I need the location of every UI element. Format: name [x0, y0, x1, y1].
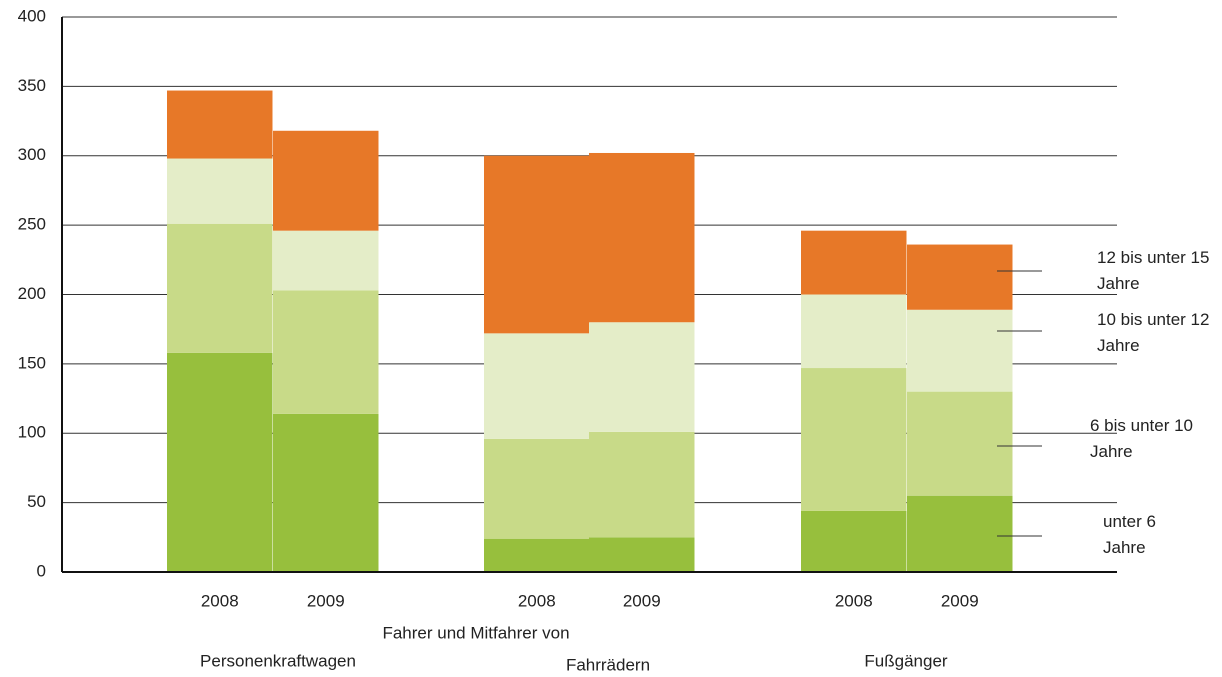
bar-segment	[907, 309, 1013, 392]
bar-segment	[167, 90, 273, 159]
bar-segment	[589, 431, 695, 538]
group-header: Fahrer und Mitfahrer von	[382, 623, 569, 642]
legend-label: unter 6 Jahre	[1103, 512, 1156, 557]
legend-label: 6 bis unter 10 Jahre	[1090, 416, 1194, 461]
x-tick-label: 2009	[307, 591, 345, 610]
bar-segment	[801, 368, 907, 511]
y-tick-label: 150	[18, 353, 46, 372]
y-tick-label: 100	[18, 423, 46, 442]
bar-segment	[907, 495, 1013, 572]
bar-segment	[273, 230, 379, 291]
y-tick-label: 50	[27, 492, 46, 511]
y-tick-label: 400	[18, 6, 46, 25]
bar-segment	[484, 538, 590, 572]
group-label: Fahrrädern	[566, 655, 650, 674]
bar-segment	[589, 537, 695, 572]
bar-segment	[907, 391, 1013, 496]
y-tick-label: 350	[18, 76, 46, 95]
y-tick-label: 300	[18, 145, 46, 164]
x-tick-label: 2009	[623, 591, 661, 610]
bar-segment	[589, 152, 695, 323]
x-tick-label: 2008	[518, 591, 556, 610]
bar-segment	[484, 333, 590, 439]
bar-segment	[167, 158, 273, 224]
bar-segment	[273, 413, 379, 572]
y-tick-label: 200	[18, 284, 46, 303]
bar-segment	[484, 155, 590, 334]
legend-label: 10 bis unter 12 Jahre	[1097, 310, 1210, 355]
x-tick-label: 2008	[835, 591, 873, 610]
group-label: Fußgänger	[864, 651, 947, 670]
bar-segment	[167, 352, 273, 572]
bar-segment	[589, 322, 695, 432]
bar-segment	[801, 294, 907, 369]
bar-segment	[801, 230, 907, 295]
x-tick-label: 2008	[201, 591, 239, 610]
bar-segment	[273, 290, 379, 414]
x-tick-label: 2009	[941, 591, 979, 610]
legend-label: 12 bis unter 15 Jahre	[1097, 248, 1210, 293]
bar-segment	[801, 510, 907, 572]
y-tick-label: 250	[18, 215, 46, 234]
bar-segment	[907, 244, 1013, 310]
bar-segment	[484, 438, 590, 539]
group-label: Personenkraftwagen	[200, 651, 356, 670]
y-tick-label: 0	[37, 561, 46, 580]
bar-segment	[167, 223, 273, 353]
bar-segment	[273, 130, 379, 231]
